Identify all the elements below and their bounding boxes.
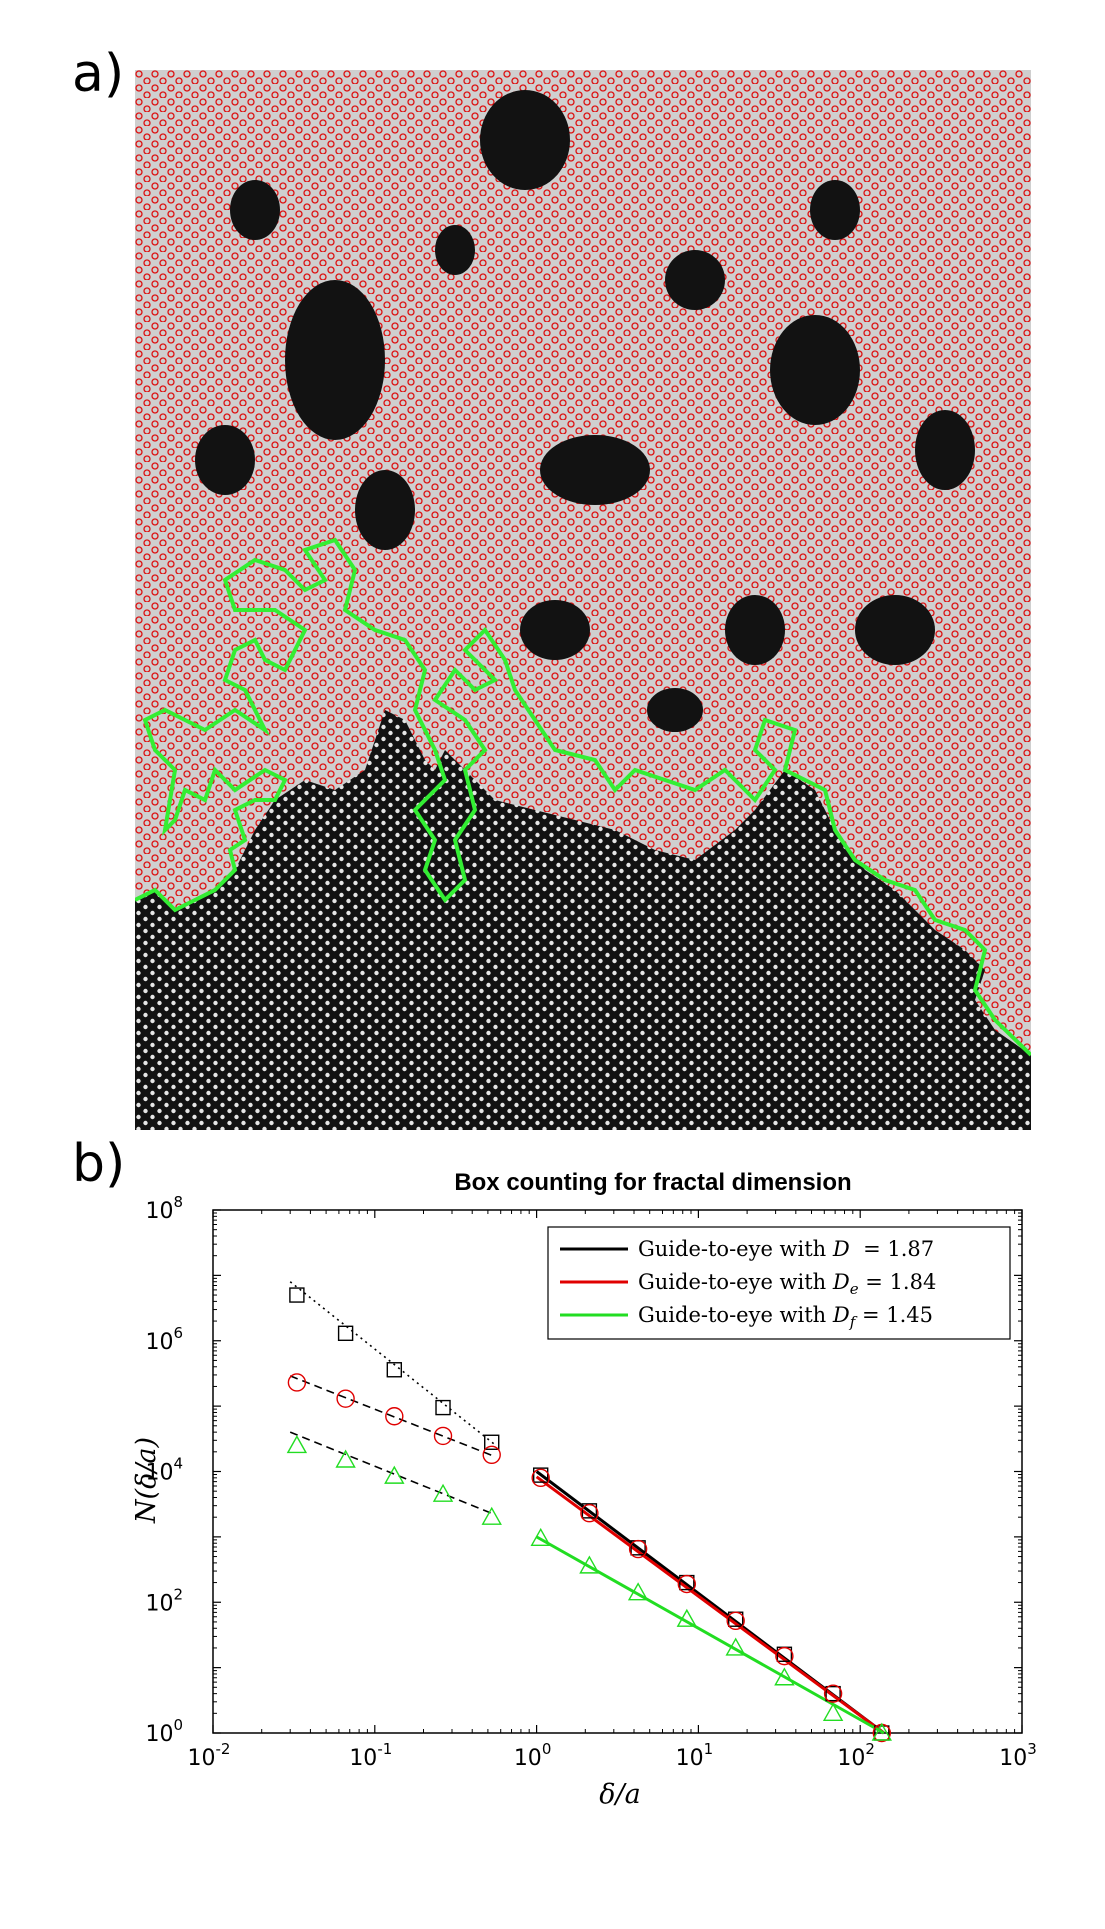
triangle-marker: [530, 1527, 551, 1547]
chart-title: Box counting for fractal dimension: [454, 1169, 851, 1196]
data-markers: [286, 1287, 893, 1743]
x-tick-label: 10-1: [349, 1740, 392, 1771]
square-marker: [386, 1362, 403, 1378]
circle-marker: [823, 1684, 843, 1703]
triangle-marker: [871, 1722, 893, 1741]
circle-marker: [336, 1389, 355, 1408]
circle-marker: [482, 1445, 501, 1465]
circle-marker: [580, 1504, 599, 1523]
y-tick-label: 104: [145, 1455, 183, 1486]
box-counting-chart: Box counting for fractal dimension 10-2 1…: [131, 1169, 1037, 1810]
x-tick-label: 103: [999, 1740, 1037, 1771]
panel-label-b: b): [72, 1134, 126, 1194]
panel-label-a: a): [72, 44, 125, 104]
guide-line-dashed: [289, 1375, 495, 1458]
circle-marker: [628, 1539, 648, 1559]
square-marker: [289, 1287, 305, 1303]
y-tick-label: 106: [145, 1324, 183, 1355]
legend-entry: Guide-to-eye with D = 1.87: [638, 1237, 934, 1261]
y-axis-label: N(δ/a): [131, 1437, 162, 1524]
triangle-marker: [481, 1506, 502, 1525]
y-tick-label: 100: [145, 1716, 183, 1747]
legend: Guide-to-eye with D = 1.87 Guide-to-eye w…: [547, 1226, 1011, 1340]
legend-entry: Guide-to-eye with Df = 1.45: [638, 1303, 933, 1331]
fractal-boundary: [135, 537, 1031, 1057]
particle-micrograph: [135, 70, 1031, 1130]
legend-box: [547, 1226, 1011, 1340]
triangle-marker: [579, 1555, 600, 1574]
circle-marker: [287, 1373, 307, 1392]
x-tick-label: 102: [837, 1740, 875, 1771]
square-marker: [532, 1467, 549, 1483]
triangle-marker: [432, 1483, 454, 1502]
circle-marker: [775, 1646, 794, 1666]
circle-marker: [385, 1407, 404, 1426]
triangle-marker: [627, 1582, 649, 1601]
x-tick-label: 101: [676, 1740, 714, 1771]
y-tick-label: 108: [145, 1193, 183, 1224]
x-tick-label: 10-2: [188, 1740, 231, 1771]
square-marker: [484, 1434, 500, 1450]
y-axis-ticks: 100 102 104 106 108: [145, 1193, 1022, 1747]
crystal-clusters: [195, 90, 975, 732]
triangle-marker: [774, 1667, 795, 1686]
y-tick-label: 102: [145, 1585, 183, 1616]
guide-line-dashed: [289, 1431, 495, 1516]
legend-entry: Guide-to-eye with De = 1.84: [638, 1270, 936, 1298]
triangle-marker: [286, 1435, 308, 1454]
square-marker: [581, 1503, 598, 1519]
triangle-marker: [725, 1637, 746, 1656]
x-axis-label: δ/a: [599, 1779, 640, 1810]
circle-marker: [677, 1574, 697, 1594]
triangle-marker: [676, 1608, 698, 1627]
square-marker: [337, 1325, 354, 1342]
square-marker: [825, 1685, 841, 1702]
circle-marker: [433, 1426, 453, 1446]
triangle-marker: [822, 1702, 844, 1722]
x-tick-label: 100: [514, 1740, 552, 1771]
triangle-marker: [384, 1465, 405, 1484]
triangle-marker: [335, 1449, 356, 1468]
x-axis-ticks: 10-2 10-1 100 101 102 103: [188, 1210, 1037, 1771]
square-marker: [435, 1399, 451, 1416]
circle-marker: [726, 1611, 745, 1631]
circle-marker: [531, 1468, 550, 1488]
guide-line-dotted: [289, 1281, 496, 1445]
